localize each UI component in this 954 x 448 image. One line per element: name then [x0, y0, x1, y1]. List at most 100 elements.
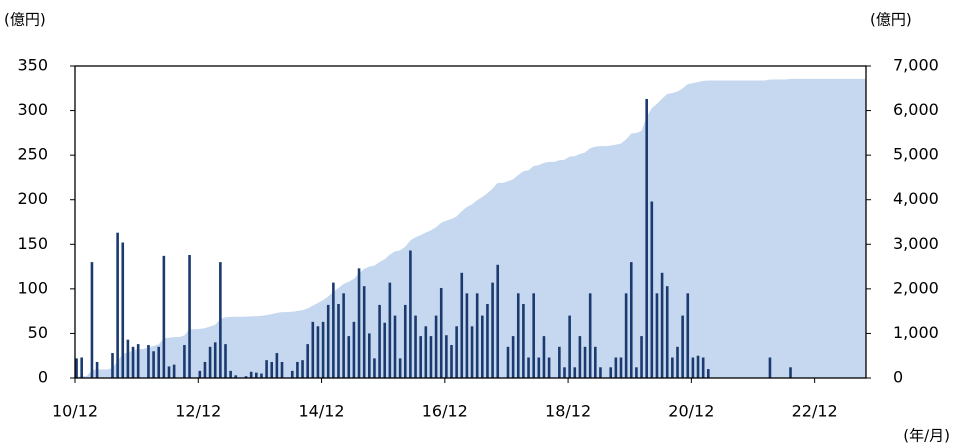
- bar: [583, 346, 587, 378]
- y2-tick-label: 3,000: [893, 234, 939, 253]
- bar: [90, 262, 94, 378]
- bar: [321, 321, 325, 378]
- bar: [311, 321, 315, 378]
- cumulative-area: [76, 78, 867, 379]
- bar: [121, 242, 125, 378]
- bar: [342, 293, 345, 378]
- y-tick-label: 250: [17, 145, 48, 164]
- bar: [481, 315, 484, 378]
- bar: [686, 293, 690, 378]
- bar: [172, 364, 176, 378]
- bar: [707, 369, 710, 378]
- bar: [445, 335, 448, 378]
- bar: [80, 357, 83, 378]
- bar: [475, 293, 479, 378]
- bar: [249, 371, 253, 378]
- bar: [136, 344, 140, 378]
- bar: [614, 357, 618, 378]
- bar: [383, 322, 387, 378]
- x-tick-label: 22/12: [792, 402, 838, 421]
- bar: [527, 357, 530, 378]
- bar: [506, 346, 510, 378]
- bar: [409, 250, 412, 378]
- bar: [378, 304, 381, 378]
- bar: [496, 264, 500, 378]
- bar: [260, 373, 263, 378]
- bar: [352, 321, 356, 378]
- bar: [573, 367, 577, 378]
- bar: [234, 375, 238, 378]
- bar: [213, 342, 217, 378]
- bar: [588, 293, 592, 378]
- bar: [167, 366, 171, 378]
- bar: [439, 287, 443, 378]
- bar: [419, 336, 422, 378]
- bar: [316, 326, 320, 378]
- bar: [455, 326, 458, 378]
- bar: [629, 262, 633, 378]
- bar: [635, 367, 638, 378]
- bar: [357, 268, 361, 378]
- bar: [594, 346, 597, 378]
- bar: [640, 336, 643, 378]
- bar: [188, 254, 191, 378]
- bar: [203, 361, 207, 378]
- bar: [650, 201, 654, 378]
- y2-tick-label: 0: [893, 368, 903, 387]
- bar: [491, 282, 494, 378]
- bar: [373, 358, 376, 378]
- bar: [465, 293, 469, 378]
- bar: [522, 304, 525, 378]
- y-tick-label: 50: [28, 323, 48, 342]
- bar: [696, 355, 700, 378]
- bar: [208, 346, 212, 378]
- bar: [347, 336, 351, 378]
- bar: [126, 339, 130, 378]
- bar: [393, 315, 397, 378]
- bar: [296, 361, 299, 378]
- bar: [75, 358, 78, 378]
- y2-tick-label: 2,000: [893, 278, 939, 297]
- bar: [388, 282, 392, 378]
- bar: [511, 336, 515, 378]
- x-tick-label: 10/12: [52, 402, 98, 421]
- bar: [244, 376, 248, 378]
- bar: [460, 272, 464, 378]
- y2-tick-label: 7,000: [893, 56, 939, 75]
- bar: [516, 293, 520, 378]
- x-tick-label: 12/12: [175, 402, 221, 421]
- bar: [434, 315, 438, 378]
- y2-tick-label: 6,000: [893, 100, 939, 119]
- y2-tick-label: 1,000: [893, 323, 939, 342]
- bar: [701, 357, 705, 378]
- bar: [280, 361, 284, 378]
- bar: [275, 353, 279, 378]
- bar: [337, 304, 340, 378]
- bar: [681, 315, 684, 378]
- y-tick-label: 150: [17, 234, 48, 253]
- bar: [624, 293, 628, 378]
- bar: [162, 255, 166, 378]
- bar: [301, 360, 304, 378]
- plot-frame: [74, 65, 867, 379]
- bar: [619, 357, 623, 378]
- y-tick-label: 100: [17, 278, 48, 297]
- bar: [665, 286, 669, 378]
- bar: [403, 304, 407, 378]
- bar: [362, 286, 366, 378]
- x-tick-label: 14/12: [298, 402, 344, 421]
- bar: [563, 367, 566, 378]
- bar: [645, 98, 648, 379]
- y-tick-label: 350: [17, 56, 48, 75]
- bar: [147, 345, 150, 378]
- bar: [768, 357, 772, 378]
- bar: [152, 351, 155, 378]
- bar: [558, 346, 561, 378]
- bar: [532, 293, 535, 378]
- bar: [229, 370, 232, 378]
- bar: [486, 304, 489, 378]
- bar: [265, 360, 268, 378]
- bar: [131, 346, 135, 378]
- bar: [609, 367, 613, 378]
